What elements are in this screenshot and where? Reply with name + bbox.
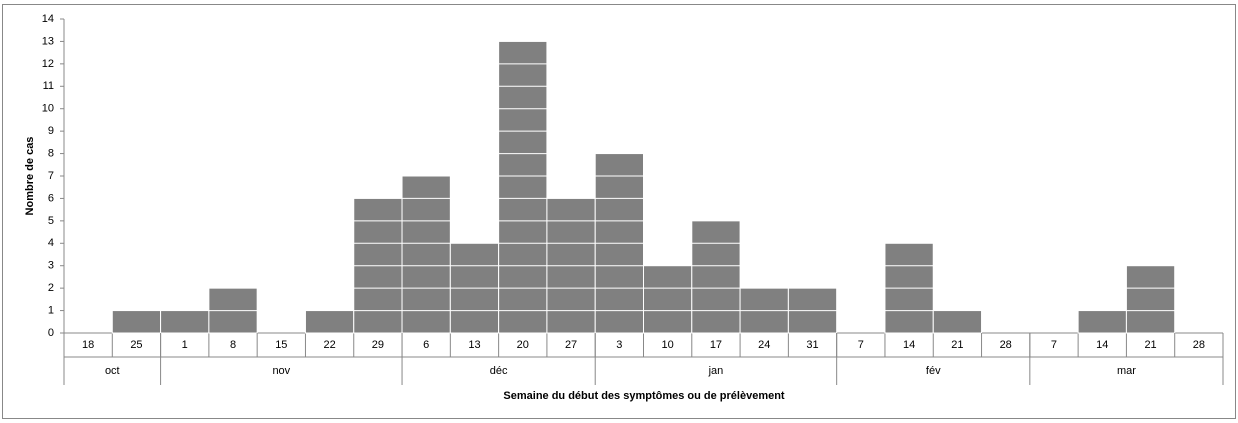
y-tick-label: 2 xyxy=(48,282,54,294)
bar xyxy=(498,40,548,334)
y-tick-label: 13 xyxy=(42,35,54,47)
y-axis-label: Nombre de cas xyxy=(24,137,36,216)
bar xyxy=(1125,265,1176,334)
x-tick-label: 15 xyxy=(275,339,287,351)
x-tick-label: 6 xyxy=(423,339,429,351)
x-tick-label: 20 xyxy=(517,339,529,351)
y-tick-label: 0 xyxy=(48,327,54,339)
bar xyxy=(401,175,451,334)
group-label: jan xyxy=(708,365,724,377)
x-tick-label: 21 xyxy=(1144,339,1156,351)
x-tick-label: 28 xyxy=(1000,339,1012,351)
x-tick-label: 3 xyxy=(616,339,622,351)
y-tick-label: 6 xyxy=(48,192,54,204)
group-label: oct xyxy=(105,365,120,377)
x-tick-label: 7 xyxy=(1051,339,1057,351)
group-label: nov xyxy=(272,365,290,377)
y-tick-label: 3 xyxy=(48,260,54,272)
chart-frame xyxy=(2,4,1236,419)
group-label: mar xyxy=(1117,365,1136,377)
bar xyxy=(160,310,210,334)
x-tick-label: 14 xyxy=(1096,339,1108,351)
x-tick-label: 1 xyxy=(182,339,188,351)
y-tick-label: 12 xyxy=(42,58,54,70)
x-tick-label: 8 xyxy=(230,339,236,351)
y-tick-label: 1 xyxy=(48,304,54,316)
x-tick-label: 25 xyxy=(130,339,142,351)
x-tick-label: 21 xyxy=(951,339,963,351)
x-tick-label: 28 xyxy=(1193,339,1205,351)
y-tick-label: 14 xyxy=(42,13,54,25)
y-tick-label: 7 xyxy=(48,170,54,182)
x-tick-label: 29 xyxy=(372,339,384,351)
y-tick-label: 9 xyxy=(48,125,54,137)
x-tick-label: 17 xyxy=(710,339,722,351)
x-tick-label: 22 xyxy=(323,339,335,351)
y-tick-label: 8 xyxy=(48,147,54,159)
bar xyxy=(691,220,741,334)
y-tick-label: 5 xyxy=(48,215,54,227)
x-tick-label: 18 xyxy=(82,339,94,351)
group-label: fév xyxy=(926,365,941,377)
x-axis-label: Semaine du début des symptômes ou de pré… xyxy=(503,390,785,402)
y-tick-label: 11 xyxy=(43,80,54,92)
y-tick-label: 10 xyxy=(42,103,54,115)
bar xyxy=(111,310,162,334)
x-tick-label: 31 xyxy=(806,339,818,351)
x-tick-label: 10 xyxy=(662,339,674,351)
bar xyxy=(1077,310,1127,334)
group-label: déc xyxy=(490,365,508,377)
x-tick-label: 7 xyxy=(858,339,864,351)
bar xyxy=(643,265,693,334)
x-tick-label: 27 xyxy=(565,339,577,351)
x-tick-label: 13 xyxy=(468,339,480,351)
y-tick-label: 4 xyxy=(48,237,54,249)
x-tick-label: 14 xyxy=(903,339,915,351)
bar xyxy=(932,310,983,334)
bar xyxy=(304,310,355,334)
x-tick-label: 24 xyxy=(758,339,770,351)
